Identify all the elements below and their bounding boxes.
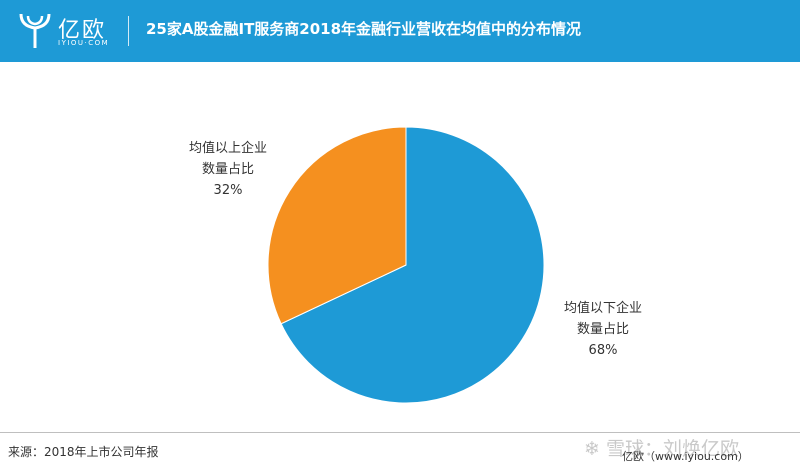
pie-label-line1: 均值以下企业 — [563, 301, 642, 316]
pie-label-line2: 数量占比 — [576, 322, 629, 337]
header-bar: 亿欧 IYIOU·COM 25家A股金融IT服务商2018年金融行业营收在均值中… — [0, 0, 800, 62]
pie-label-above-average: 均值以上企业 数量占比 32% — [172, 138, 284, 201]
page-title: 25家A股金融IT服务商2018年金融行业营收在均值中的分布情况 — [146, 20, 582, 38]
pie-label-line2: 数量占比 — [201, 162, 254, 177]
pie-slice-1 — [267, 126, 407, 325]
logo-icon — [19, 13, 51, 48]
pie-slice-0 — [280, 126, 545, 404]
source-note: 来源：2018年上市公司年报 — [8, 445, 159, 459]
logo: 亿欧 IYIOU·COM — [18, 8, 128, 54]
pie-label-value: 32% — [213, 183, 243, 198]
watermark: ❄ 雪球：刘焕亿欧 — [584, 438, 739, 460]
pie-label-line1: 均值以上企业 — [188, 141, 267, 156]
footer-divider — [0, 432, 800, 433]
brand-url: 亿欧（www.iyiou.com） — [622, 450, 749, 463]
pie-label-below-average: 均值以下企业 数量占比 68% — [547, 298, 659, 361]
pie-label-value: 68% — [588, 343, 618, 358]
logo-text: 亿欧 — [58, 18, 107, 43]
pie-chart — [267, 126, 545, 404]
header-divider — [128, 16, 129, 46]
logo-subtext: IYIOU·COM — [58, 39, 110, 47]
